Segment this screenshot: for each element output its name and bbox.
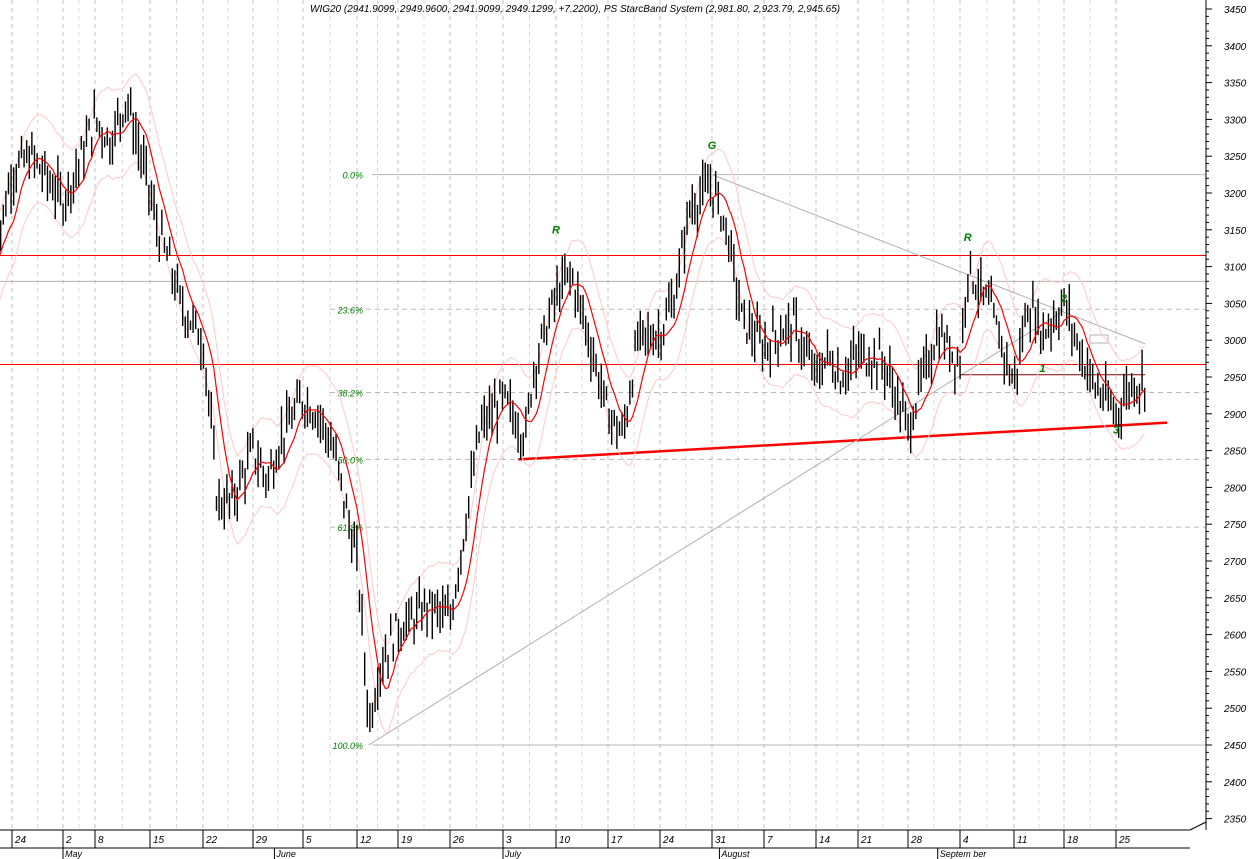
x-tick-label: 24 xyxy=(662,835,675,846)
x-tick-label: 26 xyxy=(452,835,465,846)
trend-line xyxy=(711,174,1146,345)
x-tick-label: 8 xyxy=(98,835,104,846)
annotation-label: 1 xyxy=(1040,363,1046,375)
x-tick-label: 2 xyxy=(65,835,72,846)
y-tick-label: 3300 xyxy=(1224,115,1247,126)
y-tick-label: 2900 xyxy=(1223,410,1247,421)
y-tick-label: 2500 xyxy=(1223,704,1247,715)
x-tick-label: 29 xyxy=(255,835,268,846)
x-tick-label: 21 xyxy=(860,835,872,846)
y-tick-label: 2750 xyxy=(1223,520,1247,531)
month-label: July xyxy=(504,849,522,859)
x-tick-label: 12 xyxy=(360,835,372,846)
y-tick-label: 2600 xyxy=(1223,631,1247,642)
x-tick-label: 4 xyxy=(963,835,969,846)
y-tick-label: 2700 xyxy=(1223,557,1247,568)
y-tick-label: 3200 xyxy=(1224,189,1247,200)
price-bars xyxy=(0,87,1146,733)
x-tick-label: 18 xyxy=(1067,835,1079,846)
box-marker xyxy=(1089,334,1109,344)
fib-label: 50.0% xyxy=(337,455,363,465)
x-tick-label: 28 xyxy=(910,835,923,846)
y-tick-label: 3150 xyxy=(1224,226,1247,237)
x-tick-label: 24 xyxy=(14,835,27,846)
y-tick-label: 3000 xyxy=(1224,336,1247,347)
x-tick-label: 25 xyxy=(1118,835,1131,846)
x-axis-corner xyxy=(1189,821,1207,831)
x-tick-label: 14 xyxy=(819,835,831,846)
upper-band xyxy=(0,73,1146,645)
x-tick-label: 3 xyxy=(506,835,512,846)
fib-label: 23.6% xyxy=(336,305,363,315)
annotation-label: 2 xyxy=(1060,293,1067,305)
x-tick-label: 22 xyxy=(205,835,218,846)
moving-average xyxy=(0,117,1146,690)
reference-lines: 0.0% 23.6% 38.2% 50.0% 61.8% 100.0% xyxy=(0,171,1206,751)
x-tick-label: 17 xyxy=(611,835,623,846)
x-tick-label: 10 xyxy=(559,835,571,846)
annotation-label: G xyxy=(708,140,717,152)
y-tick-label: 3250 xyxy=(1224,152,1247,163)
month-label: May xyxy=(65,849,83,859)
y-tick-label: 2350 xyxy=(1223,815,1247,826)
y-tick-label: 3450 xyxy=(1224,5,1247,16)
x-tick-label: 15 xyxy=(153,835,165,846)
x-tick-label: 5 xyxy=(306,835,312,846)
month-label: Septem ber xyxy=(940,849,988,859)
starc-bands xyxy=(0,73,1146,734)
y-tick-label: 3100 xyxy=(1224,263,1247,274)
annotations: R G R 1 2 3 xyxy=(552,140,1119,437)
fib-label: 61.8% xyxy=(337,523,363,533)
lower-band xyxy=(0,161,1146,734)
annotation-label: R xyxy=(552,224,560,236)
y-tick-label: 2400 xyxy=(1223,778,1247,789)
x-tick-label: 31 xyxy=(715,835,726,846)
x-axis-bg xyxy=(0,830,1206,859)
annotation-label: 3 xyxy=(1113,425,1119,437)
trend-line xyxy=(368,310,1065,746)
y-tick-label: 2800 xyxy=(1223,483,1247,494)
x-tick-label: 11 xyxy=(1017,835,1027,846)
annotation-label: R xyxy=(964,232,972,244)
y-tick-label: 3400 xyxy=(1224,42,1247,53)
month-label: August xyxy=(720,849,750,859)
y-tick-label: 2650 xyxy=(1223,594,1247,605)
x-tick-label: 19 xyxy=(401,835,413,846)
fib-label: 0.0% xyxy=(342,171,363,181)
trend-line xyxy=(518,421,1168,461)
y-tick-label: 2450 xyxy=(1223,741,1247,752)
month-label: June xyxy=(275,849,296,859)
fib-label: 100.0% xyxy=(332,741,363,751)
x-tick-label: 7 xyxy=(767,835,773,846)
y-tick-label: 2950 xyxy=(1223,373,1247,384)
y-tick-label: 2850 xyxy=(1223,447,1247,458)
y-tick-label: 3350 xyxy=(1224,79,1247,90)
fib-label: 38.2% xyxy=(337,388,363,398)
y-tick-label: 2550 xyxy=(1223,667,1247,678)
chart-title: WIG20 (2941.9099, 2949.9600, 2941.9099, … xyxy=(310,4,840,15)
moving-average-line xyxy=(0,117,1146,690)
grid xyxy=(11,0,1117,830)
y-tick-label: 3050 xyxy=(1224,299,1247,310)
